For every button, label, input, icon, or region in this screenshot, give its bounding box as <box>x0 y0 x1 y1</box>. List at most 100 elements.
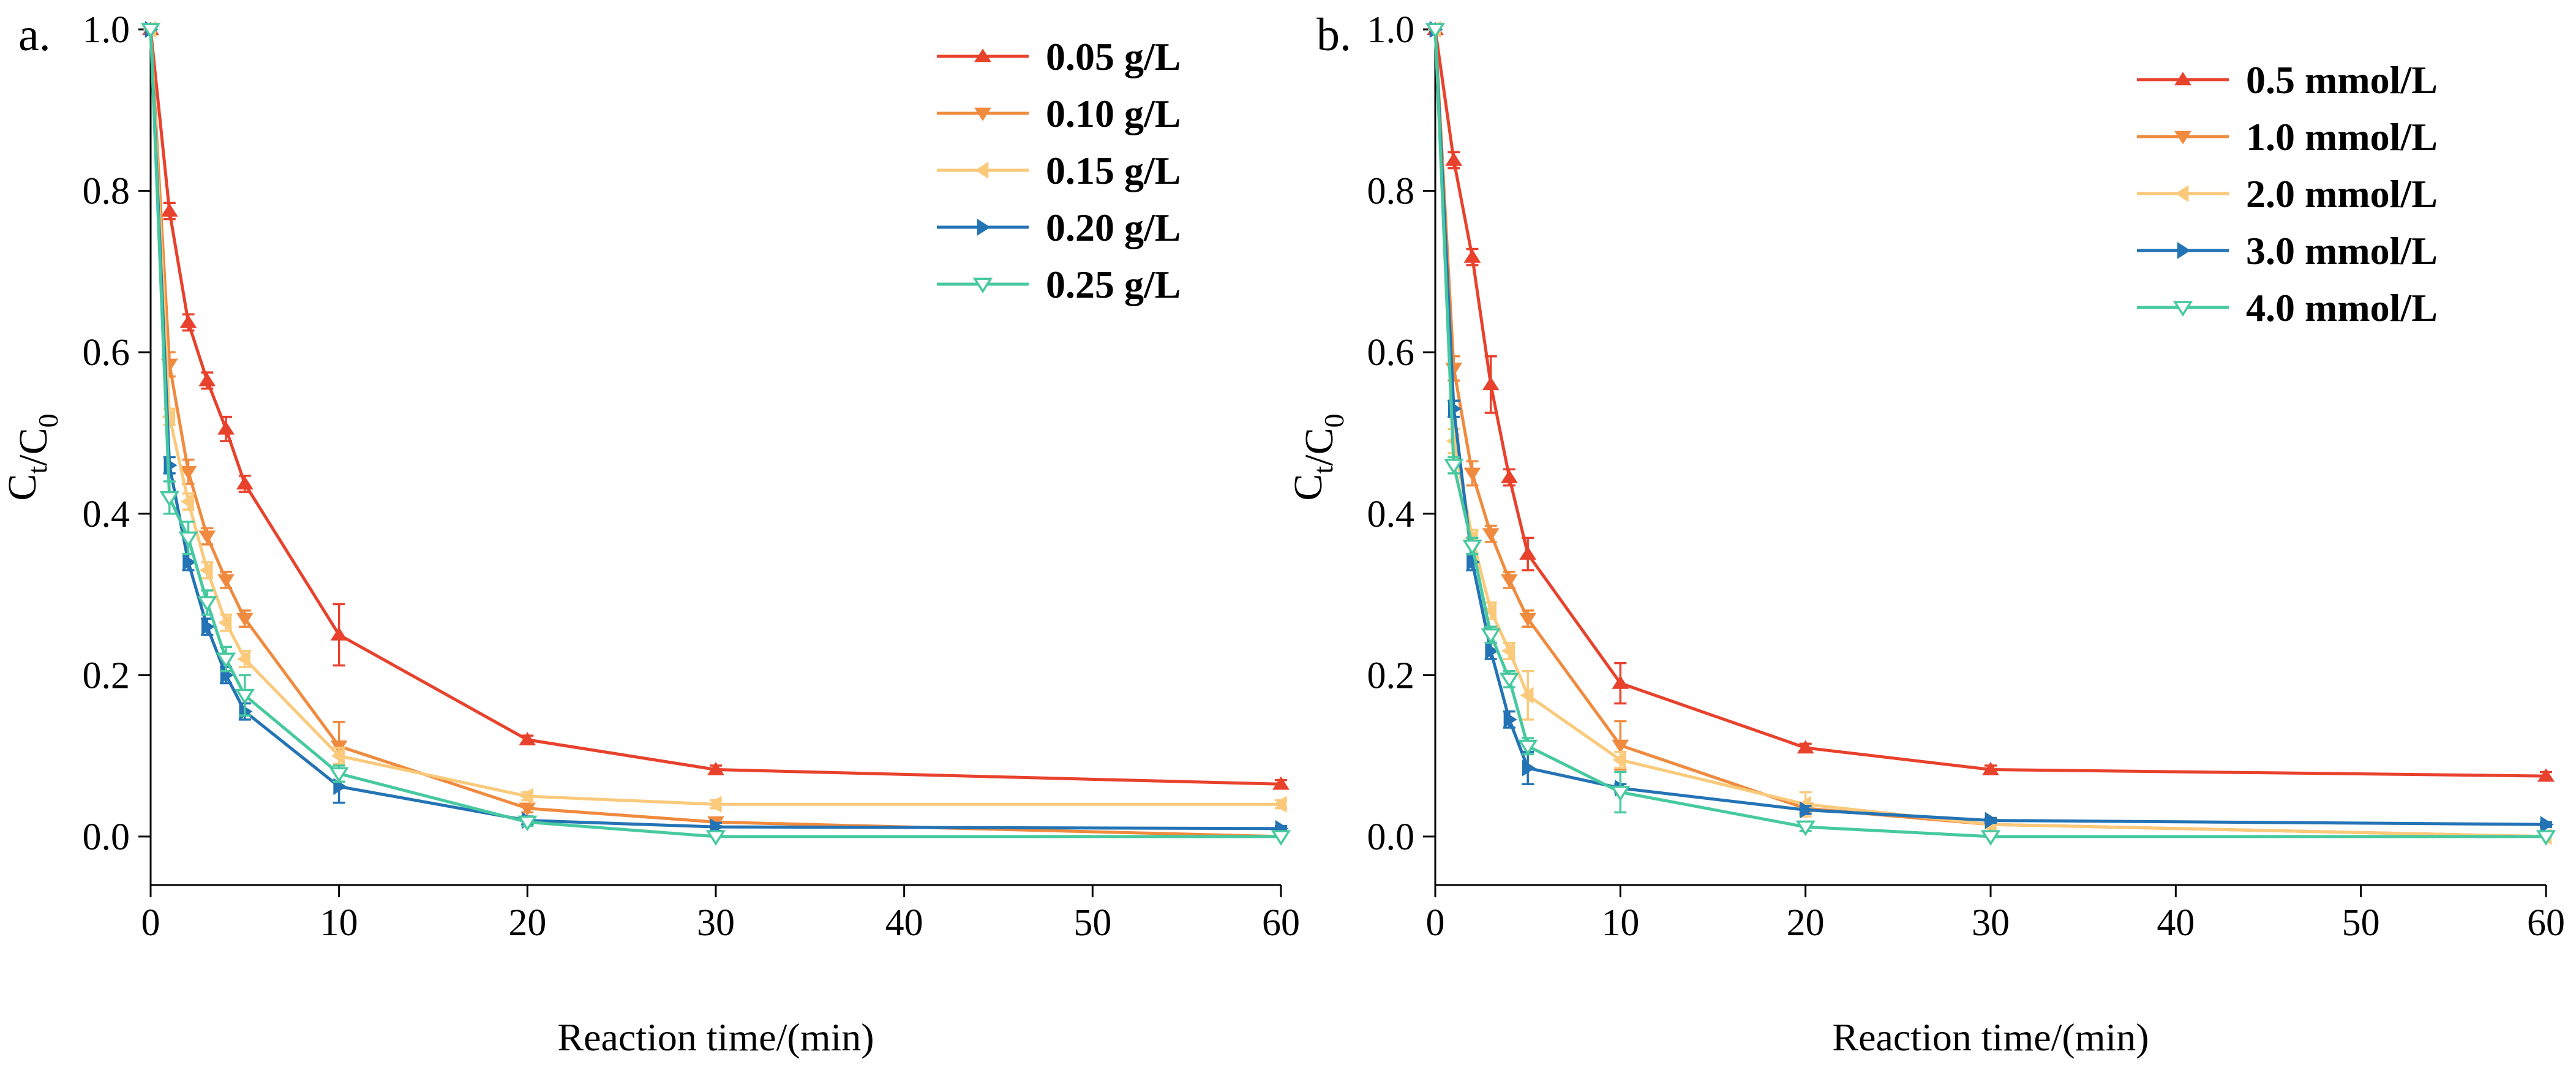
data-point <box>517 815 538 832</box>
chart-panel-2: 0 10 20 30 40 50 60 0.0 0.2 0.4 0.6 0.8 1.0 b. Reactio… <box>1286 9 2565 1059</box>
legend-marker <box>974 48 991 62</box>
x-tick-label: 60 <box>1262 902 1300 944</box>
y-axis-label-part: C <box>1286 474 1331 501</box>
x-tick-label: 10 <box>320 902 358 944</box>
series-line <box>1433 29 2547 826</box>
legend-marker <box>975 162 989 179</box>
legend-marker <box>2175 185 2189 202</box>
series-4-0-mmol-l <box>1425 23 2556 846</box>
series-line <box>149 29 1281 838</box>
data-point <box>1501 469 1518 483</box>
panel-label: a. <box>18 9 51 61</box>
series-0-10-g-l <box>142 23 1290 845</box>
data-point <box>519 802 536 816</box>
series-line <box>149 29 1281 806</box>
legend-marker <box>2177 242 2191 259</box>
y-axis-label-subscript: 0 <box>32 413 64 428</box>
data-point <box>1982 761 1999 775</box>
series-line <box>149 29 1282 831</box>
data-point <box>1520 687 1534 704</box>
data-point <box>1273 796 1287 813</box>
legend-label: 0.20 g/L <box>1046 206 1181 249</box>
series-line <box>149 29 1282 838</box>
data-point <box>159 491 179 507</box>
legend-label: 0.05 g/L <box>1046 35 1181 78</box>
y-axis-label: Ct/C0 <box>1286 413 1350 500</box>
legend: 0.5 mmol/L 1.0 mmol/L 2.0 mmol/L 3.0 mmol/L… <box>2137 58 2438 330</box>
data-point <box>1503 710 1517 728</box>
data-point <box>198 530 216 544</box>
data-point <box>329 767 349 783</box>
data-point <box>1522 759 1536 777</box>
series-line <box>149 29 1282 786</box>
data-point <box>1463 249 1481 263</box>
y-tick-label: 0.2 <box>1367 655 1415 696</box>
data-point <box>1272 776 1290 790</box>
data-point <box>1444 459 1464 475</box>
legend-marker <box>2172 301 2193 317</box>
x-tick-label: 20 <box>1787 902 1825 944</box>
y-axis-label-part: /C <box>1297 428 1342 465</box>
x-tick-label: 0 <box>1426 902 1445 944</box>
data-point <box>1501 642 1515 660</box>
data-point <box>217 574 235 588</box>
x-tick-label: 10 <box>1601 902 1639 944</box>
data-point <box>1485 642 1499 660</box>
data-point <box>180 493 194 510</box>
data-point <box>519 788 533 805</box>
data-point <box>237 650 251 668</box>
data-point <box>519 732 536 746</box>
chart-panel-1: 0 10 20 30 40 50 60 0.0 0.2 0.4 0.6 0.8 1.0 a. Reactio… <box>0 9 1300 1059</box>
y-tick-label: 0.6 <box>83 332 130 374</box>
y-tick-label: 0.4 <box>1367 494 1415 535</box>
data-point <box>1481 628 1501 644</box>
data-point <box>236 476 253 490</box>
legend-marker <box>2174 72 2191 86</box>
data-point <box>1795 820 1816 837</box>
series-0-05-g-l <box>142 21 1290 790</box>
data-point <box>1482 377 1500 391</box>
y-tick-label: 1.0 <box>83 9 130 51</box>
y-axis-label-subscript: t <box>21 466 53 474</box>
x-axis-label: Reaction time/(min) <box>557 1015 874 1059</box>
y-tick-label: 0.0 <box>1367 816 1415 858</box>
y-tick-label: 0.0 <box>83 816 130 858</box>
x-tick-label: 40 <box>885 902 923 944</box>
legend-label: 0.25 g/L <box>1046 263 1181 306</box>
series-0-15-g-l <box>143 21 1287 813</box>
data-point <box>160 203 178 217</box>
data-point <box>197 596 217 612</box>
y-axis-label-subscript: 0 <box>1318 413 1350 428</box>
data-point <box>1612 675 1629 689</box>
data-point <box>1610 785 1631 802</box>
y-tick-label: 0.8 <box>1367 171 1415 213</box>
series-0-25-g-l <box>140 23 1291 846</box>
legend-marker <box>977 219 991 236</box>
legend-label: 0.10 g/L <box>1046 92 1181 135</box>
data-point <box>179 465 197 480</box>
x-tick-label: 20 <box>508 902 546 944</box>
data-point <box>1517 739 1538 756</box>
data-point <box>2537 768 2555 782</box>
data-point <box>1519 546 1537 560</box>
x-tick-label: 30 <box>697 902 735 944</box>
data-point <box>235 688 255 705</box>
x-tick-label: 30 <box>1972 902 2010 944</box>
data-point <box>199 562 213 579</box>
data-point <box>1612 751 1626 769</box>
y-tick-label: 0.4 <box>83 494 130 535</box>
series-line <box>1433 29 2546 838</box>
data-point <box>1499 672 1520 688</box>
x-axis-label: Reaction time/(min) <box>1832 1015 2149 1059</box>
x-tick-label: 50 <box>1073 902 1111 944</box>
data-point <box>1425 23 1446 39</box>
x-tick-label: 60 <box>2527 902 2565 944</box>
legend-label: 0.5 mmol/L <box>2246 58 2438 102</box>
data-point <box>1463 467 1481 481</box>
data-point <box>201 618 215 636</box>
data-point <box>707 761 724 775</box>
data-point <box>1985 812 1999 829</box>
y-axis-label: Ct/C0 <box>0 413 64 500</box>
legend-label: 0.15 g/L <box>1046 149 1181 192</box>
legend-label: 2.0 mmol/L <box>2246 172 2438 216</box>
